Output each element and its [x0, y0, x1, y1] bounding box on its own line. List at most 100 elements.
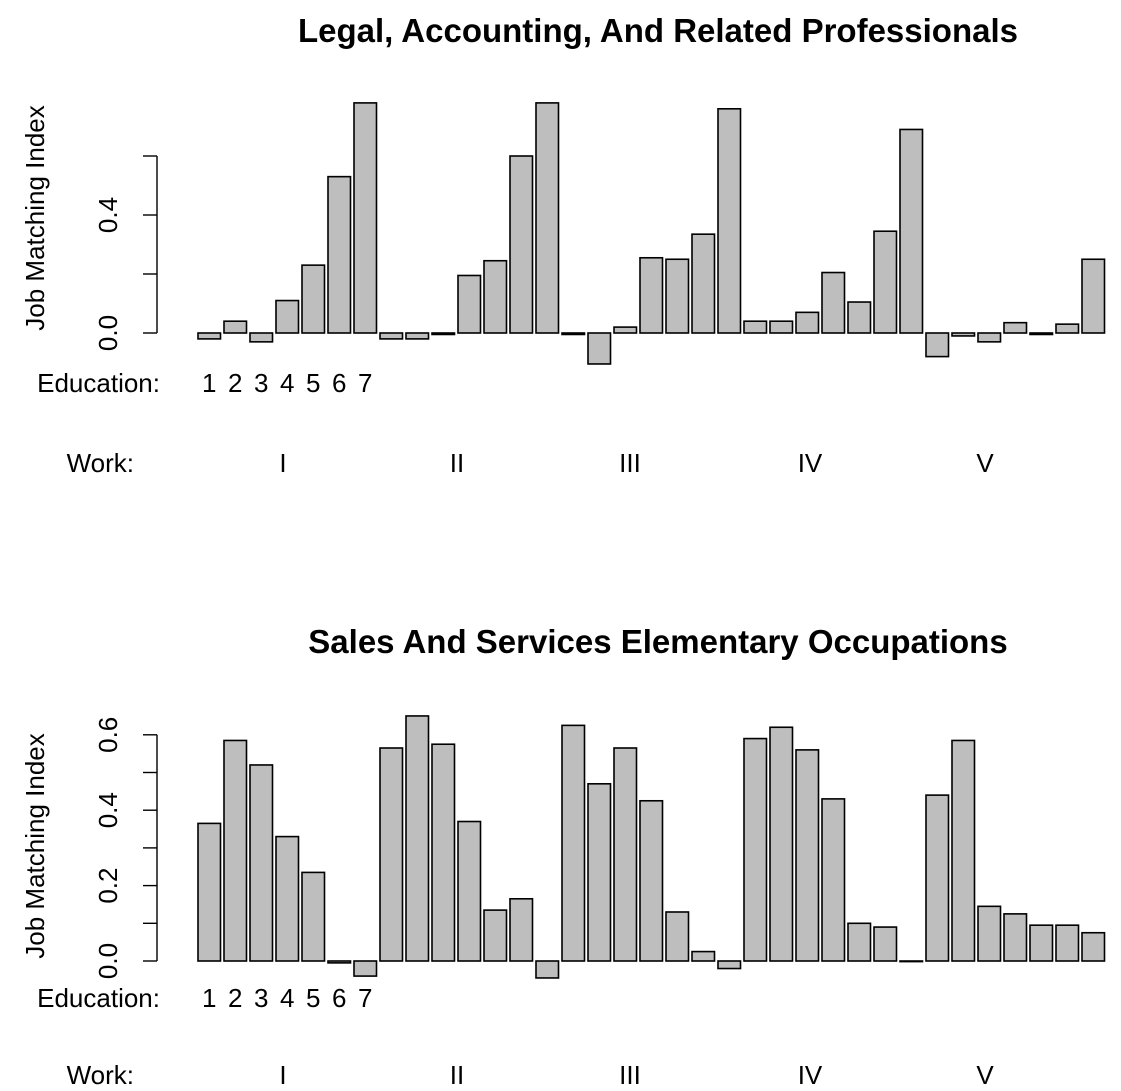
bar — [535, 960, 560, 979]
bar — [1003, 913, 1028, 962]
education-level-label: 4 — [280, 368, 294, 398]
bar — [1003, 321, 1028, 334]
bar — [223, 739, 248, 962]
bar — [405, 332, 430, 340]
work-group-label: II — [450, 1060, 464, 1090]
bar — [197, 822, 222, 962]
work-group-label: V — [976, 1060, 994, 1090]
bar — [249, 332, 274, 343]
chart-panel-sales-services: Sales And Services Elementary Occupation… — [20, 623, 1106, 1090]
bar — [925, 794, 950, 962]
bar — [821, 271, 846, 334]
bar — [327, 175, 352, 334]
bar — [327, 960, 352, 964]
bar — [691, 950, 716, 962]
bar — [873, 926, 898, 962]
bar — [405, 715, 430, 962]
education-level-label: 2 — [228, 368, 242, 398]
bars-group — [197, 715, 1106, 979]
bar — [665, 911, 690, 962]
bar — [431, 743, 456, 962]
bar — [743, 320, 768, 334]
work-group-label: III — [619, 1060, 641, 1090]
education-level-label: 5 — [306, 983, 320, 1013]
y-tick-label: 0.0 — [93, 315, 123, 351]
education-level-label: 2 — [228, 983, 242, 1013]
bar — [821, 798, 846, 962]
work-group-label: IV — [798, 448, 823, 478]
bar — [795, 311, 820, 334]
bar — [275, 299, 300, 334]
bar — [587, 783, 612, 962]
bar — [899, 960, 924, 963]
bars-group — [197, 102, 1106, 365]
bar — [275, 835, 300, 962]
bar — [769, 320, 794, 334]
bar — [353, 960, 378, 977]
work-group-label: I — [279, 1060, 286, 1090]
work-groups: I II III IV V — [279, 1060, 994, 1090]
y-tick-label: 0.2 — [93, 868, 123, 904]
bar — [301, 871, 326, 962]
work-group-label: II — [450, 448, 464, 478]
chart-title: Legal, Accounting, And Related Professio… — [298, 12, 1018, 49]
bar — [1055, 924, 1080, 962]
chart-panel-legal-accounting: Legal, Accounting, And Related Professio… — [20, 12, 1106, 478]
education-level-label: 1 — [202, 368, 216, 398]
y-tick-label: 0.6 — [93, 717, 123, 753]
education-level-label: 4 — [280, 983, 294, 1013]
bar — [1029, 924, 1054, 962]
bar — [561, 724, 586, 962]
work-label: Work: — [67, 448, 134, 478]
bar — [899, 128, 924, 334]
bar — [535, 102, 560, 334]
bar — [873, 230, 898, 334]
bar — [639, 256, 664, 334]
bar — [639, 799, 664, 962]
y-axis-label: Job Matching Index — [20, 105, 50, 330]
y-tick-label: 0.4 — [93, 792, 123, 828]
bar — [691, 233, 716, 334]
education-level-label: 5 — [306, 368, 320, 398]
y-tick-label: 0.0 — [93, 943, 123, 979]
work-label: Work: — [67, 1060, 134, 1090]
bar — [301, 264, 326, 334]
bar — [717, 108, 742, 334]
bar — [457, 820, 482, 962]
education-level-label: 1 — [202, 983, 216, 1013]
bar — [1029, 332, 1054, 336]
work-group-label: III — [619, 448, 641, 478]
work-group-label: V — [976, 448, 994, 478]
bar — [847, 301, 872, 334]
bar — [483, 259, 508, 334]
bar — [925, 332, 950, 358]
bar — [665, 258, 690, 334]
y-axis: 0.0 0.4 — [93, 155, 158, 351]
bar — [1081, 931, 1106, 962]
education-level-label: 3 — [254, 983, 268, 1013]
education-label: Education: — [37, 368, 160, 398]
education-level-label: 6 — [332, 983, 346, 1013]
y-tick-label: 0.4 — [93, 197, 123, 233]
work-group-label: I — [279, 448, 286, 478]
education-level-label: 7 — [358, 983, 372, 1013]
bar — [847, 922, 872, 962]
education-level-label: 3 — [254, 368, 268, 398]
y-axis-label: Job Matching Index — [20, 733, 50, 958]
bar — [561, 332, 586, 336]
bar — [613, 747, 638, 962]
bar — [977, 332, 1002, 343]
bar — [1055, 323, 1080, 334]
bar — [977, 905, 1002, 962]
education-label: Education: — [37, 983, 160, 1013]
bar — [509, 897, 534, 962]
bar — [613, 326, 638, 334]
bar — [1081, 258, 1106, 334]
bar — [197, 332, 222, 340]
bar — [769, 726, 794, 962]
bar — [587, 332, 612, 365]
education-level-label: 7 — [358, 368, 372, 398]
